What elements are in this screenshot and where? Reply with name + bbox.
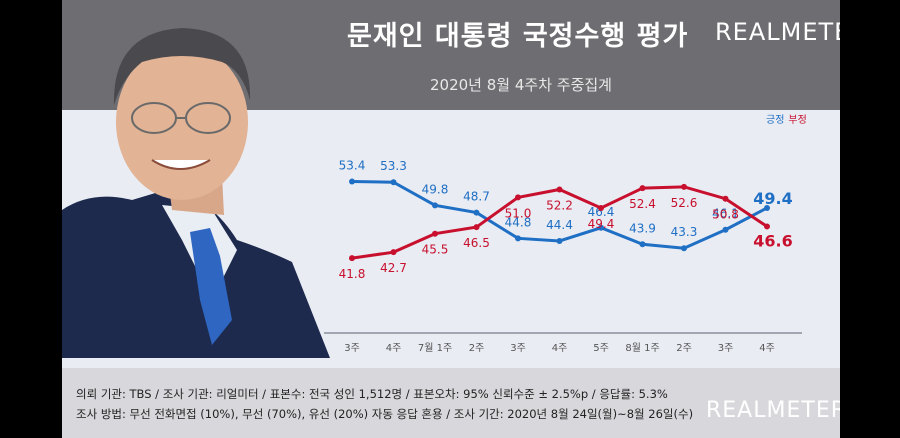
legend-negative: 부정 <box>788 115 807 126</box>
negative-value-label: 51.0 <box>505 206 532 220</box>
legend: 긍정 부정 <box>764 111 809 126</box>
legend-positive: 긍정 <box>766 115 785 126</box>
chart-frame: 문재인 대통령 국정수행 평가 2020년 8월 4주차 주중집계 REALME… <box>62 0 840 438</box>
positive-value-label: 49.8 <box>422 182 449 196</box>
negative-value-label: 52.6 <box>671 196 698 210</box>
footer-method-info: 조사 방법: 무선 전화면접 (10%), 무선 (70%), 유선 (20%)… <box>76 407 694 421</box>
negative-value-label: 42.7 <box>380 261 407 275</box>
negative-value-label: 41.8 <box>339 267 366 281</box>
positive-value-label: 48.7 <box>463 190 490 204</box>
positive-value-label: 43.3 <box>671 225 698 239</box>
chart-subtitle: 2020년 8월 4주차 주중집계 <box>430 76 612 94</box>
brand-logo-top: REALMETER <box>715 18 840 46</box>
negative-value-label: 45.5 <box>422 243 449 257</box>
x-tick-label: 4주 <box>759 343 775 354</box>
positive-value-label: 53.3 <box>380 159 407 173</box>
positive-value-label: 53.4 <box>339 159 366 173</box>
positive-data-point <box>764 204 770 211</box>
x-tick-label: 5주 <box>593 343 609 354</box>
positive-value-label: 46.1 <box>712 207 739 221</box>
line-chart: 3주 4주 7월 1주 2주 3주 4주 5주 8월 1주 2주 3주 4주 53.4 53.3 49.8… <box>324 159 802 354</box>
x-tick-label: 4주 <box>386 343 402 354</box>
negative-data-point <box>764 223 770 230</box>
x-tick-label: 8월 1주 <box>625 342 659 354</box>
negative-data-point <box>515 194 521 201</box>
positive-value-label: 43.9 <box>629 221 656 235</box>
x-tick-label: 4주 <box>552 343 568 354</box>
chart-title: 문재인 대통령 국정수행 평가 <box>347 21 689 52</box>
positive-value-label: 46.4 <box>588 205 615 219</box>
negative-data-point <box>598 204 604 211</box>
negative-value-label: 50.8 <box>712 208 739 222</box>
positive-data-point <box>390 179 397 186</box>
positive-data-point <box>681 245 687 252</box>
positive-value-label: 44.8 <box>505 215 532 229</box>
x-tick-label: 7월 1주 <box>418 342 452 354</box>
positive-data-point <box>515 235 521 242</box>
brand-logo-bottom: REALMETER <box>706 398 840 423</box>
negative-value-label: 46.6 <box>753 231 792 250</box>
negative-data-point <box>473 224 480 231</box>
president-portrait <box>62 28 330 358</box>
positive-data-point <box>349 178 355 185</box>
x-tick-label: 3주 <box>344 343 360 354</box>
negative-data-point <box>681 183 687 190</box>
x-tick-label: 3주 <box>510 343 526 354</box>
negative-value-label: 52.2 <box>546 198 573 212</box>
negative-data-point <box>390 249 397 256</box>
negative-data-point <box>349 255 355 262</box>
negative-data-point <box>432 230 438 237</box>
positive-value-label: 49.4 <box>753 189 792 208</box>
positive-data-point <box>432 202 438 209</box>
x-tick-label: 3주 <box>718 343 734 354</box>
negative-value-label: 49.4 <box>588 217 615 231</box>
negative-data-point <box>639 185 646 192</box>
positive-data-point <box>722 226 729 233</box>
footer-survey-info: 의뢰 기관: TBS / 조사 기관: 리얼미터 / 표본수: 전국 성인 1,… <box>76 387 668 401</box>
footer-band: 의뢰 기관: TBS / 조사 기관: 리얼미터 / 표본수: 전국 성인 1,… <box>62 368 840 438</box>
positive-data-point <box>639 241 646 248</box>
positive-data-point <box>556 237 563 244</box>
negative-data-point <box>722 195 729 202</box>
negative-data-point <box>556 186 563 193</box>
negative-value-label: 52.4 <box>629 197 656 211</box>
x-tick-label: 2주 <box>676 343 692 354</box>
negative-value-label: 46.5 <box>463 236 490 250</box>
positive-data-point <box>473 209 480 216</box>
positive-value-label: 44.4 <box>546 218 573 232</box>
positive-data-point <box>598 224 604 231</box>
x-tick-label: 2주 <box>469 343 485 354</box>
